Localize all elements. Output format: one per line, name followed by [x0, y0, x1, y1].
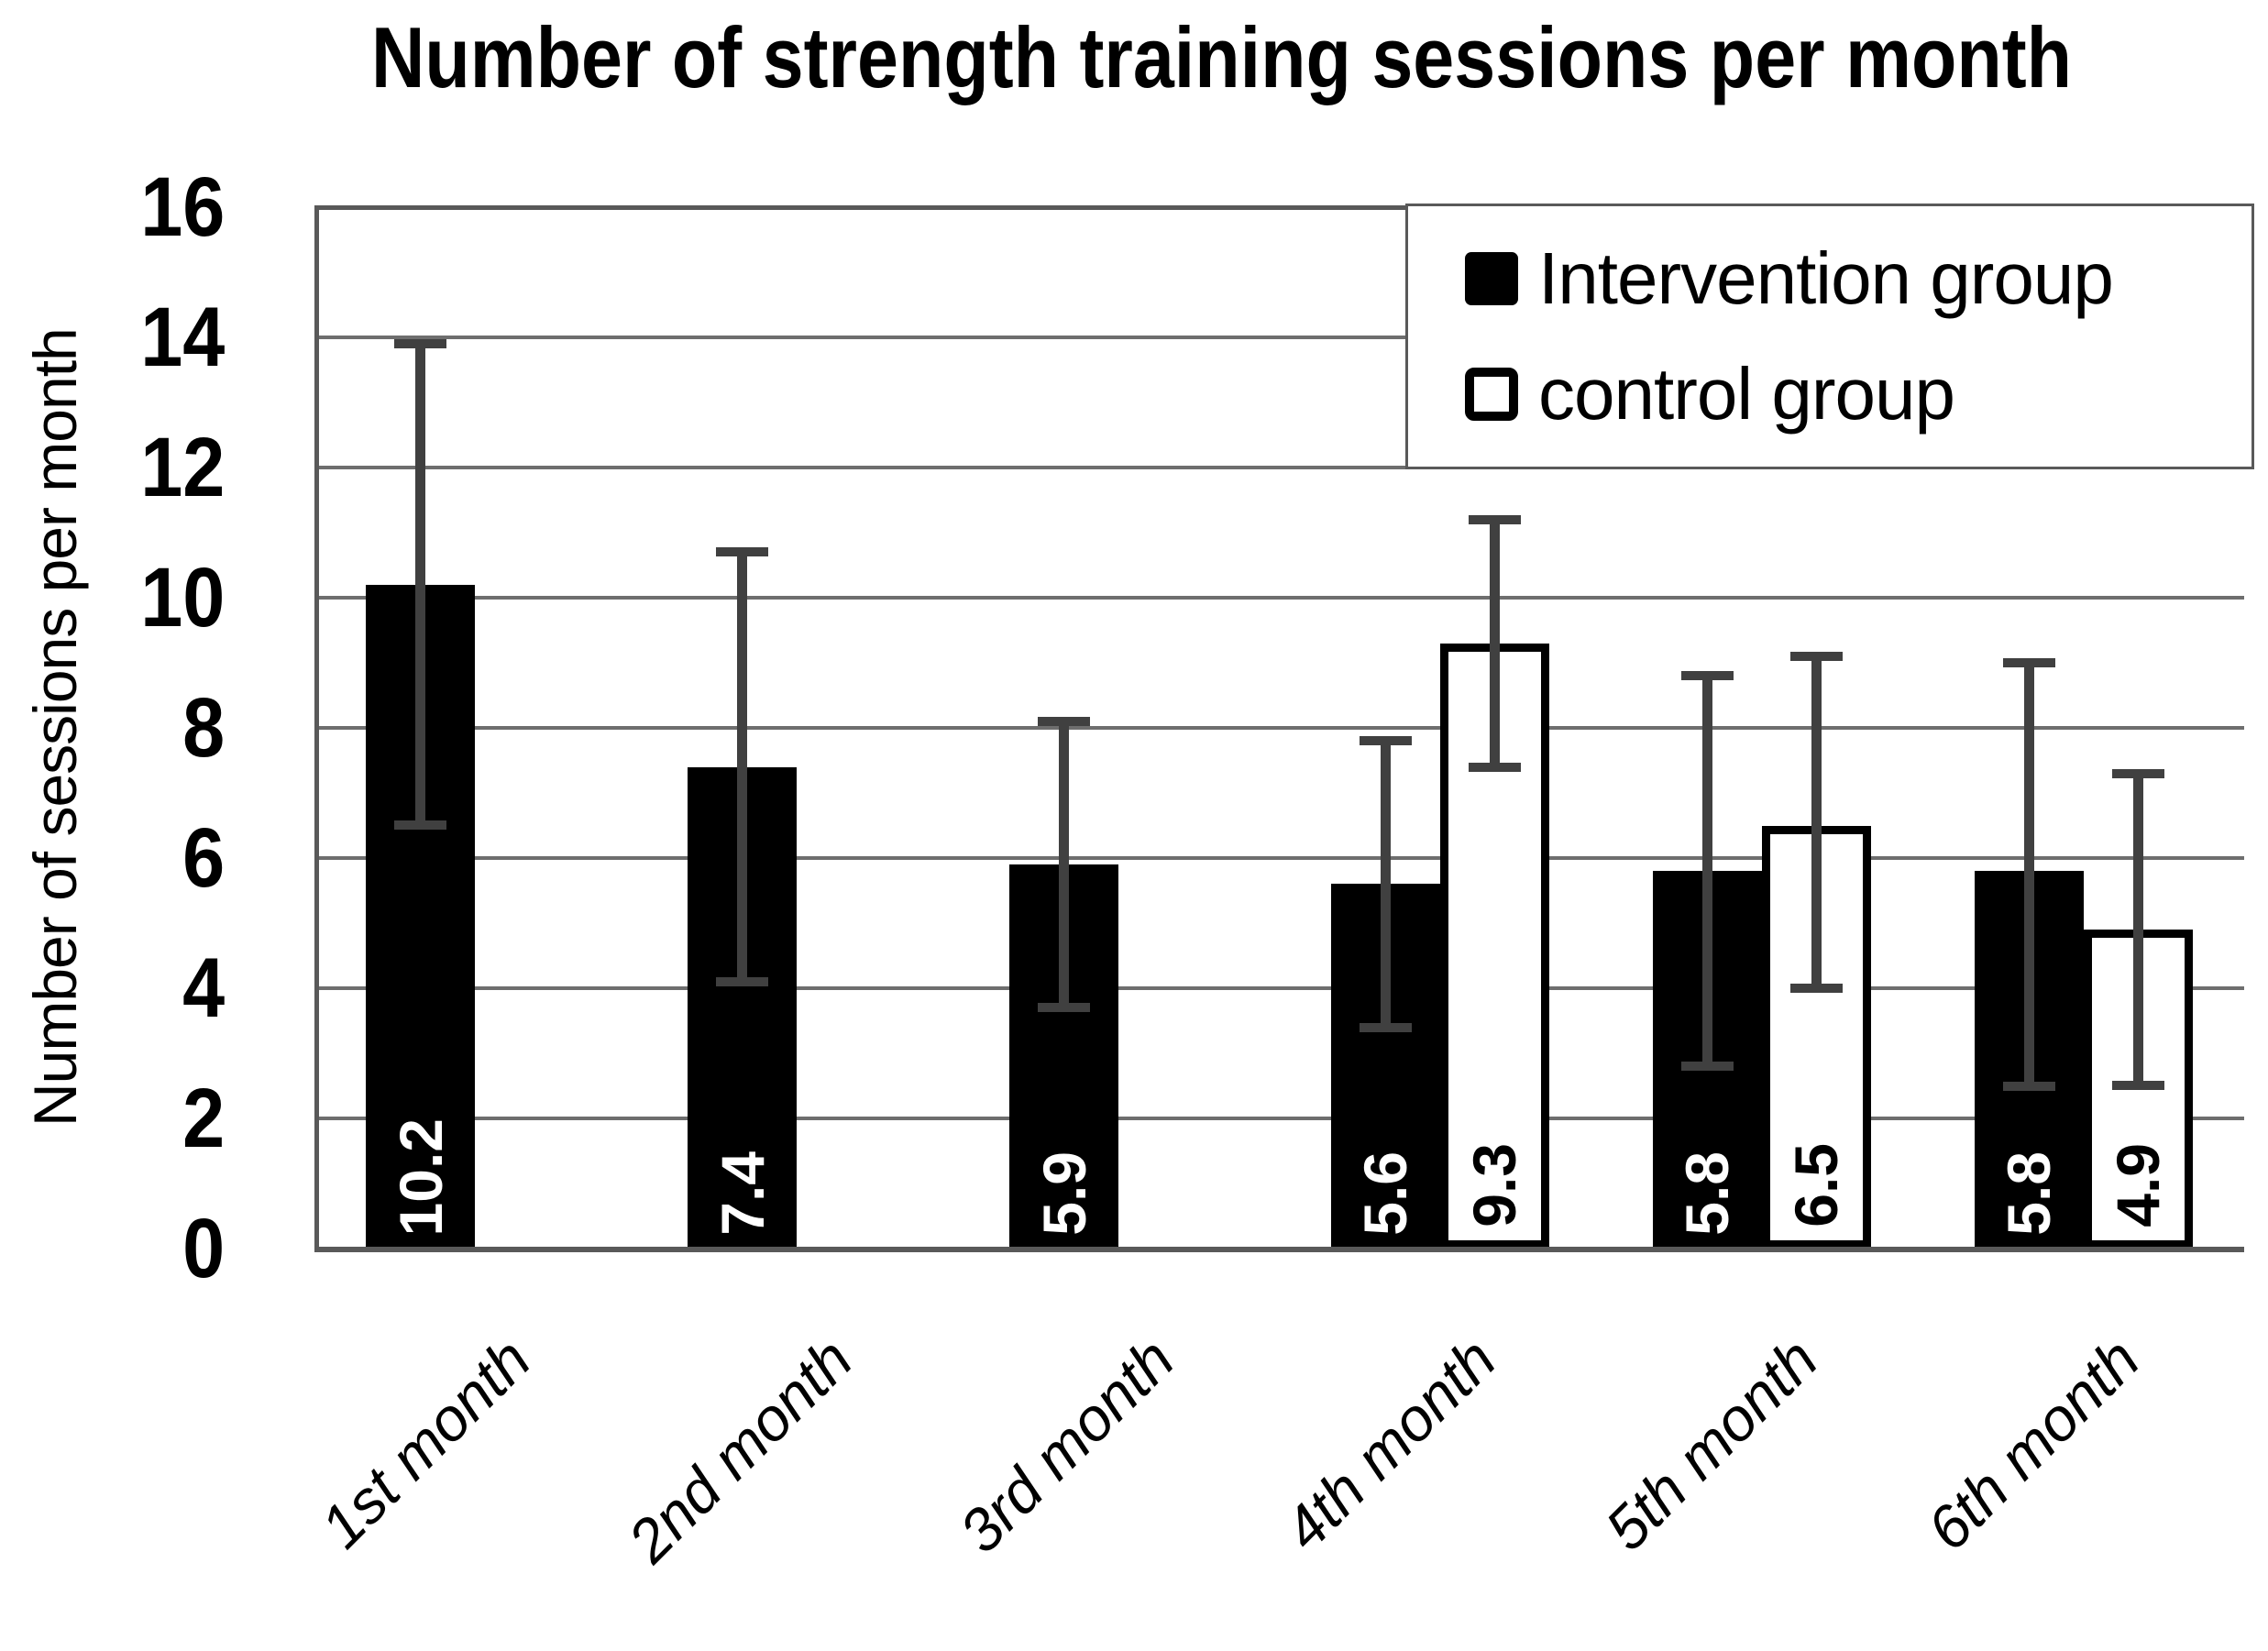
gridline [314, 986, 2244, 990]
y-tick-label-text: 8 [182, 681, 225, 775]
intervention-swatch-icon [1465, 252, 1518, 306]
error-bar-shaft [1489, 514, 1500, 772]
error-bar [2111, 768, 2164, 1091]
error-bar-cap [1038, 1003, 1091, 1013]
y-tick-label: 16 [0, 163, 225, 251]
bar-value-label: 7.4 [708, 1151, 776, 1236]
error-bar-cap [1468, 762, 1521, 772]
x-category-label: 3rd month [946, 1325, 1187, 1566]
bar-value-label: 10.2 [386, 1117, 455, 1236]
gridline [314, 466, 2244, 469]
error-bar-cap [2002, 658, 2055, 667]
y-axis-line [314, 207, 319, 1252]
y-tick-label: 8 [0, 684, 225, 772]
y-tick-label-text: 0 [182, 1202, 225, 1295]
error-bar-shaft [1811, 651, 1822, 993]
error-bar-cap [1359, 1022, 1412, 1032]
y-tick-label-text: 2 [182, 1072, 225, 1165]
x-category-label: 2nd month [614, 1325, 865, 1576]
error-bar-cap [394, 339, 447, 349]
y-tick-label: 12 [0, 424, 225, 512]
x-category-label: 6th month [1913, 1325, 2152, 1564]
x-category-label: 4th month [1270, 1325, 1509, 1564]
error-bar-cap [1789, 651, 1843, 661]
gridline [314, 596, 2244, 600]
legend: Intervention group control group [1405, 204, 2254, 469]
error-bar-cap [716, 976, 769, 986]
legend-label-control: control group [1538, 352, 1955, 435]
error-bar-cap [1038, 716, 1091, 726]
y-tick-label: 6 [0, 814, 225, 902]
error-bar-cap [1468, 514, 1521, 524]
y-tick-label-text: 16 [139, 160, 225, 254]
legend-label-intervention: Intervention group [1538, 237, 2114, 320]
bar-value-label: 5.8 [1673, 1151, 1742, 1236]
y-tick-label-text: 12 [139, 421, 225, 514]
error-bar-cap [394, 820, 447, 831]
gridline [314, 856, 2244, 860]
error-bar-shaft [1701, 671, 1712, 1072]
legend-item-control: control group [1408, 352, 2251, 436]
legend-item-intervention: Intervention group [1408, 237, 2251, 321]
control-swatch-icon [1465, 367, 1518, 421]
error-bar [716, 547, 769, 986]
y-tick-label-text: 4 [182, 941, 225, 1035]
error-bar [1359, 736, 1412, 1032]
bar-value-label: 9.3 [1460, 1143, 1529, 1227]
error-bar-shaft [415, 339, 426, 831]
bar-value-label: 4.9 [2104, 1143, 2173, 1227]
error-bar-shaft [1380, 736, 1391, 1032]
y-tick-label: 4 [0, 944, 225, 1032]
error-bar-cap [2002, 1081, 2055, 1091]
error-bar-cap [1359, 736, 1412, 746]
y-tick-label-text: 6 [182, 811, 225, 905]
error-bar-shaft [2023, 658, 2034, 1091]
error-bar [2002, 658, 2055, 1091]
y-tick-label-text: 14 [139, 291, 225, 384]
gridline [314, 726, 2244, 730]
x-category-label: 1st month [307, 1325, 544, 1561]
y-tick-label: 2 [0, 1074, 225, 1162]
gridline [314, 336, 2244, 339]
error-bar [394, 339, 447, 831]
bar-value-label: 5.9 [1029, 1151, 1098, 1236]
error-bar-cap [1680, 1062, 1734, 1072]
gridline [314, 1117, 2244, 1120]
error-bar-shaft [2132, 768, 2143, 1091]
error-bar-shaft [737, 547, 748, 986]
y-tick-label: 14 [0, 293, 225, 381]
y-tick-label-text: 10 [139, 551, 225, 644]
bar-value-label: 5.8 [1995, 1151, 2064, 1236]
error-bar-cap [1789, 983, 1843, 993]
x-axis-line [314, 1247, 2244, 1252]
y-tick-label: 0 [0, 1205, 225, 1293]
error-bar [1468, 514, 1521, 772]
chart-title-text: Number of strength training sessions per… [370, 9, 2072, 105]
plot-top-border [314, 205, 2244, 210]
bar-value-label: 5.6 [1351, 1151, 1420, 1236]
y-tick-label: 10 [0, 554, 225, 642]
x-category-label: 5th month [1591, 1325, 1831, 1564]
error-bar [1680, 671, 1734, 1072]
error-bar-cap [716, 547, 769, 557]
error-bar-cap [1680, 671, 1734, 681]
error-bar-cap [2111, 1081, 2164, 1091]
chart-title: Number of strength training sessions per… [174, 7, 2268, 108]
error-bar-shaft [1059, 716, 1070, 1013]
error-bar-cap [2111, 768, 2164, 778]
error-bar [1789, 651, 1843, 993]
bar-value-label: 6.5 [1782, 1143, 1851, 1227]
error-bar [1038, 716, 1091, 1013]
